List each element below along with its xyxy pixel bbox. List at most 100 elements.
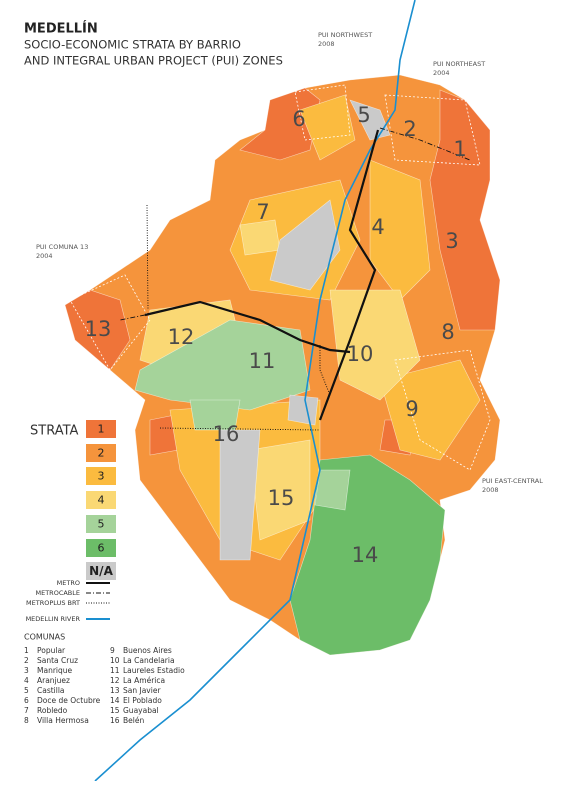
comuna-list-number: 13 (110, 686, 120, 695)
comuna-number: 9 (405, 397, 418, 421)
river (94, 0, 416, 782)
comuna-number: 4 (371, 215, 384, 239)
comuna-list-number: 8 (24, 716, 29, 725)
metro-line (144, 300, 351, 354)
comuna-list-number: 9 (110, 646, 115, 655)
line-legend-label: MEDELLIN RIVER (26, 615, 81, 623)
pui-year: 2008 (318, 40, 335, 48)
map-regions (64, 74, 501, 656)
comuna-number: 10 (347, 342, 374, 366)
comuna-list-name: El Poblado (123, 696, 162, 705)
legend-label: 4 (98, 494, 105, 507)
legend-label: 3 (98, 470, 105, 483)
pui-name: PUI COMUNA 13 (36, 243, 88, 251)
comuna-number: 2 (403, 117, 416, 141)
comuna-number: 5 (357, 103, 370, 127)
metroplus-line (146, 204, 149, 311)
comuna-list-name: Popular (37, 646, 66, 655)
pui-outline (69, 274, 151, 371)
stratum-region (349, 99, 391, 141)
pui-name: PUI NORTHWEST (318, 31, 372, 39)
stratum-region (379, 359, 481, 461)
comuna-number: 7 (256, 200, 269, 224)
stratum-region (369, 159, 431, 301)
comuna-list-name: Aranjuez (37, 676, 70, 685)
line-legend-label: METRO (57, 579, 80, 587)
map-subtitle: SOCIO-ECONOMIC STRATA BY BARRIO (24, 38, 241, 52)
comuna-list-name: San Javier (123, 686, 161, 695)
pui-name: PUI NORTHEAST (433, 60, 485, 68)
comuna-list-number: 11 (110, 666, 120, 675)
stratum-region (429, 89, 501, 331)
comuna-list-name: Castilla (37, 686, 65, 695)
comuna-list-name: Doce de Octubre (37, 696, 101, 705)
legend-swatch (86, 515, 116, 533)
comuna-list-name: Villa Hermosa (37, 716, 89, 725)
stratum-region (287, 394, 319, 426)
metrocable-line (119, 314, 146, 321)
line-legend-label: METROPLUS BRT (26, 599, 80, 607)
legend-swatch (86, 491, 116, 509)
pui-outline (384, 94, 481, 166)
comuna-number: 16 (213, 422, 240, 446)
comuna-number: 8 (441, 320, 454, 344)
legend-swatch (86, 467, 116, 485)
comuna-list-name: Robledo (37, 706, 68, 715)
legend-label: 1 (98, 423, 105, 436)
legend-swatch (86, 539, 116, 557)
stratum-region (329, 289, 421, 401)
comuna-list-name: Manrique (37, 666, 73, 675)
map-overlays (69, 0, 491, 782)
stratum-region (249, 439, 311, 541)
stratum-region (219, 429, 261, 561)
pui-year: 2004 (36, 252, 53, 260)
stratum-region (239, 219, 281, 256)
pui-year: 2008 (482, 486, 499, 494)
comuna-number: 15 (268, 486, 295, 510)
comuna-list-number: 3 (24, 666, 29, 675)
comuna-number: 6 (292, 107, 305, 131)
comuna-list-name: La América (123, 676, 165, 685)
legend-swatch (86, 444, 116, 462)
comuna-list-name: Belén (123, 716, 144, 725)
stratum-region (134, 319, 311, 411)
legend-label: 5 (98, 518, 105, 531)
stratum-region (64, 289, 131, 371)
legend-swatch (86, 562, 116, 580)
comuna-list-number: 14 (110, 696, 120, 705)
comuna-list-number: 1 (24, 646, 29, 655)
comuna-list-number: 16 (110, 716, 120, 725)
map-subtitle: AND INTEGRAL URBAN PROJECT (PUI) ZONES (24, 54, 283, 68)
metroplus-line (319, 345, 331, 396)
comuna-list-name: La Candelaria (123, 656, 175, 665)
comuna-list-number: 6 (24, 696, 29, 705)
stratum-region (299, 94, 356, 161)
legend-title: STRATA (30, 424, 79, 439)
comuna-list-number: 15 (110, 706, 120, 715)
pui-outline (294, 84, 351, 141)
metroplus-line (159, 427, 321, 431)
stratum-region (269, 199, 341, 291)
comunas-title: COMUNAS (24, 633, 65, 642)
metro-line (318, 129, 380, 421)
comuna-number: 3 (445, 229, 458, 253)
legend-swatch (86, 420, 116, 438)
comuna-list-name: Laureles Estadio (123, 666, 185, 675)
legend-label: N/A (89, 564, 113, 578)
map-title: MEDELLÍN (24, 21, 98, 37)
comuna-number: 1 (453, 137, 466, 161)
comuna-number: 11 (249, 349, 276, 373)
comuna-list-number: 12 (110, 676, 120, 685)
comuna-list-number: 2 (24, 656, 29, 665)
legend-label: 2 (98, 447, 105, 460)
pui-year: 2004 (433, 69, 450, 77)
comuna-list-number: 10 (110, 656, 120, 665)
comuna-list-number: 7 (24, 706, 29, 715)
comuna-list-number: 4 (24, 676, 29, 685)
comuna-list-name: Buenos Aires (123, 646, 172, 655)
legend-label: 6 (98, 542, 105, 555)
metrocable-line (379, 127, 471, 161)
comuna-number: 14 (352, 543, 379, 567)
